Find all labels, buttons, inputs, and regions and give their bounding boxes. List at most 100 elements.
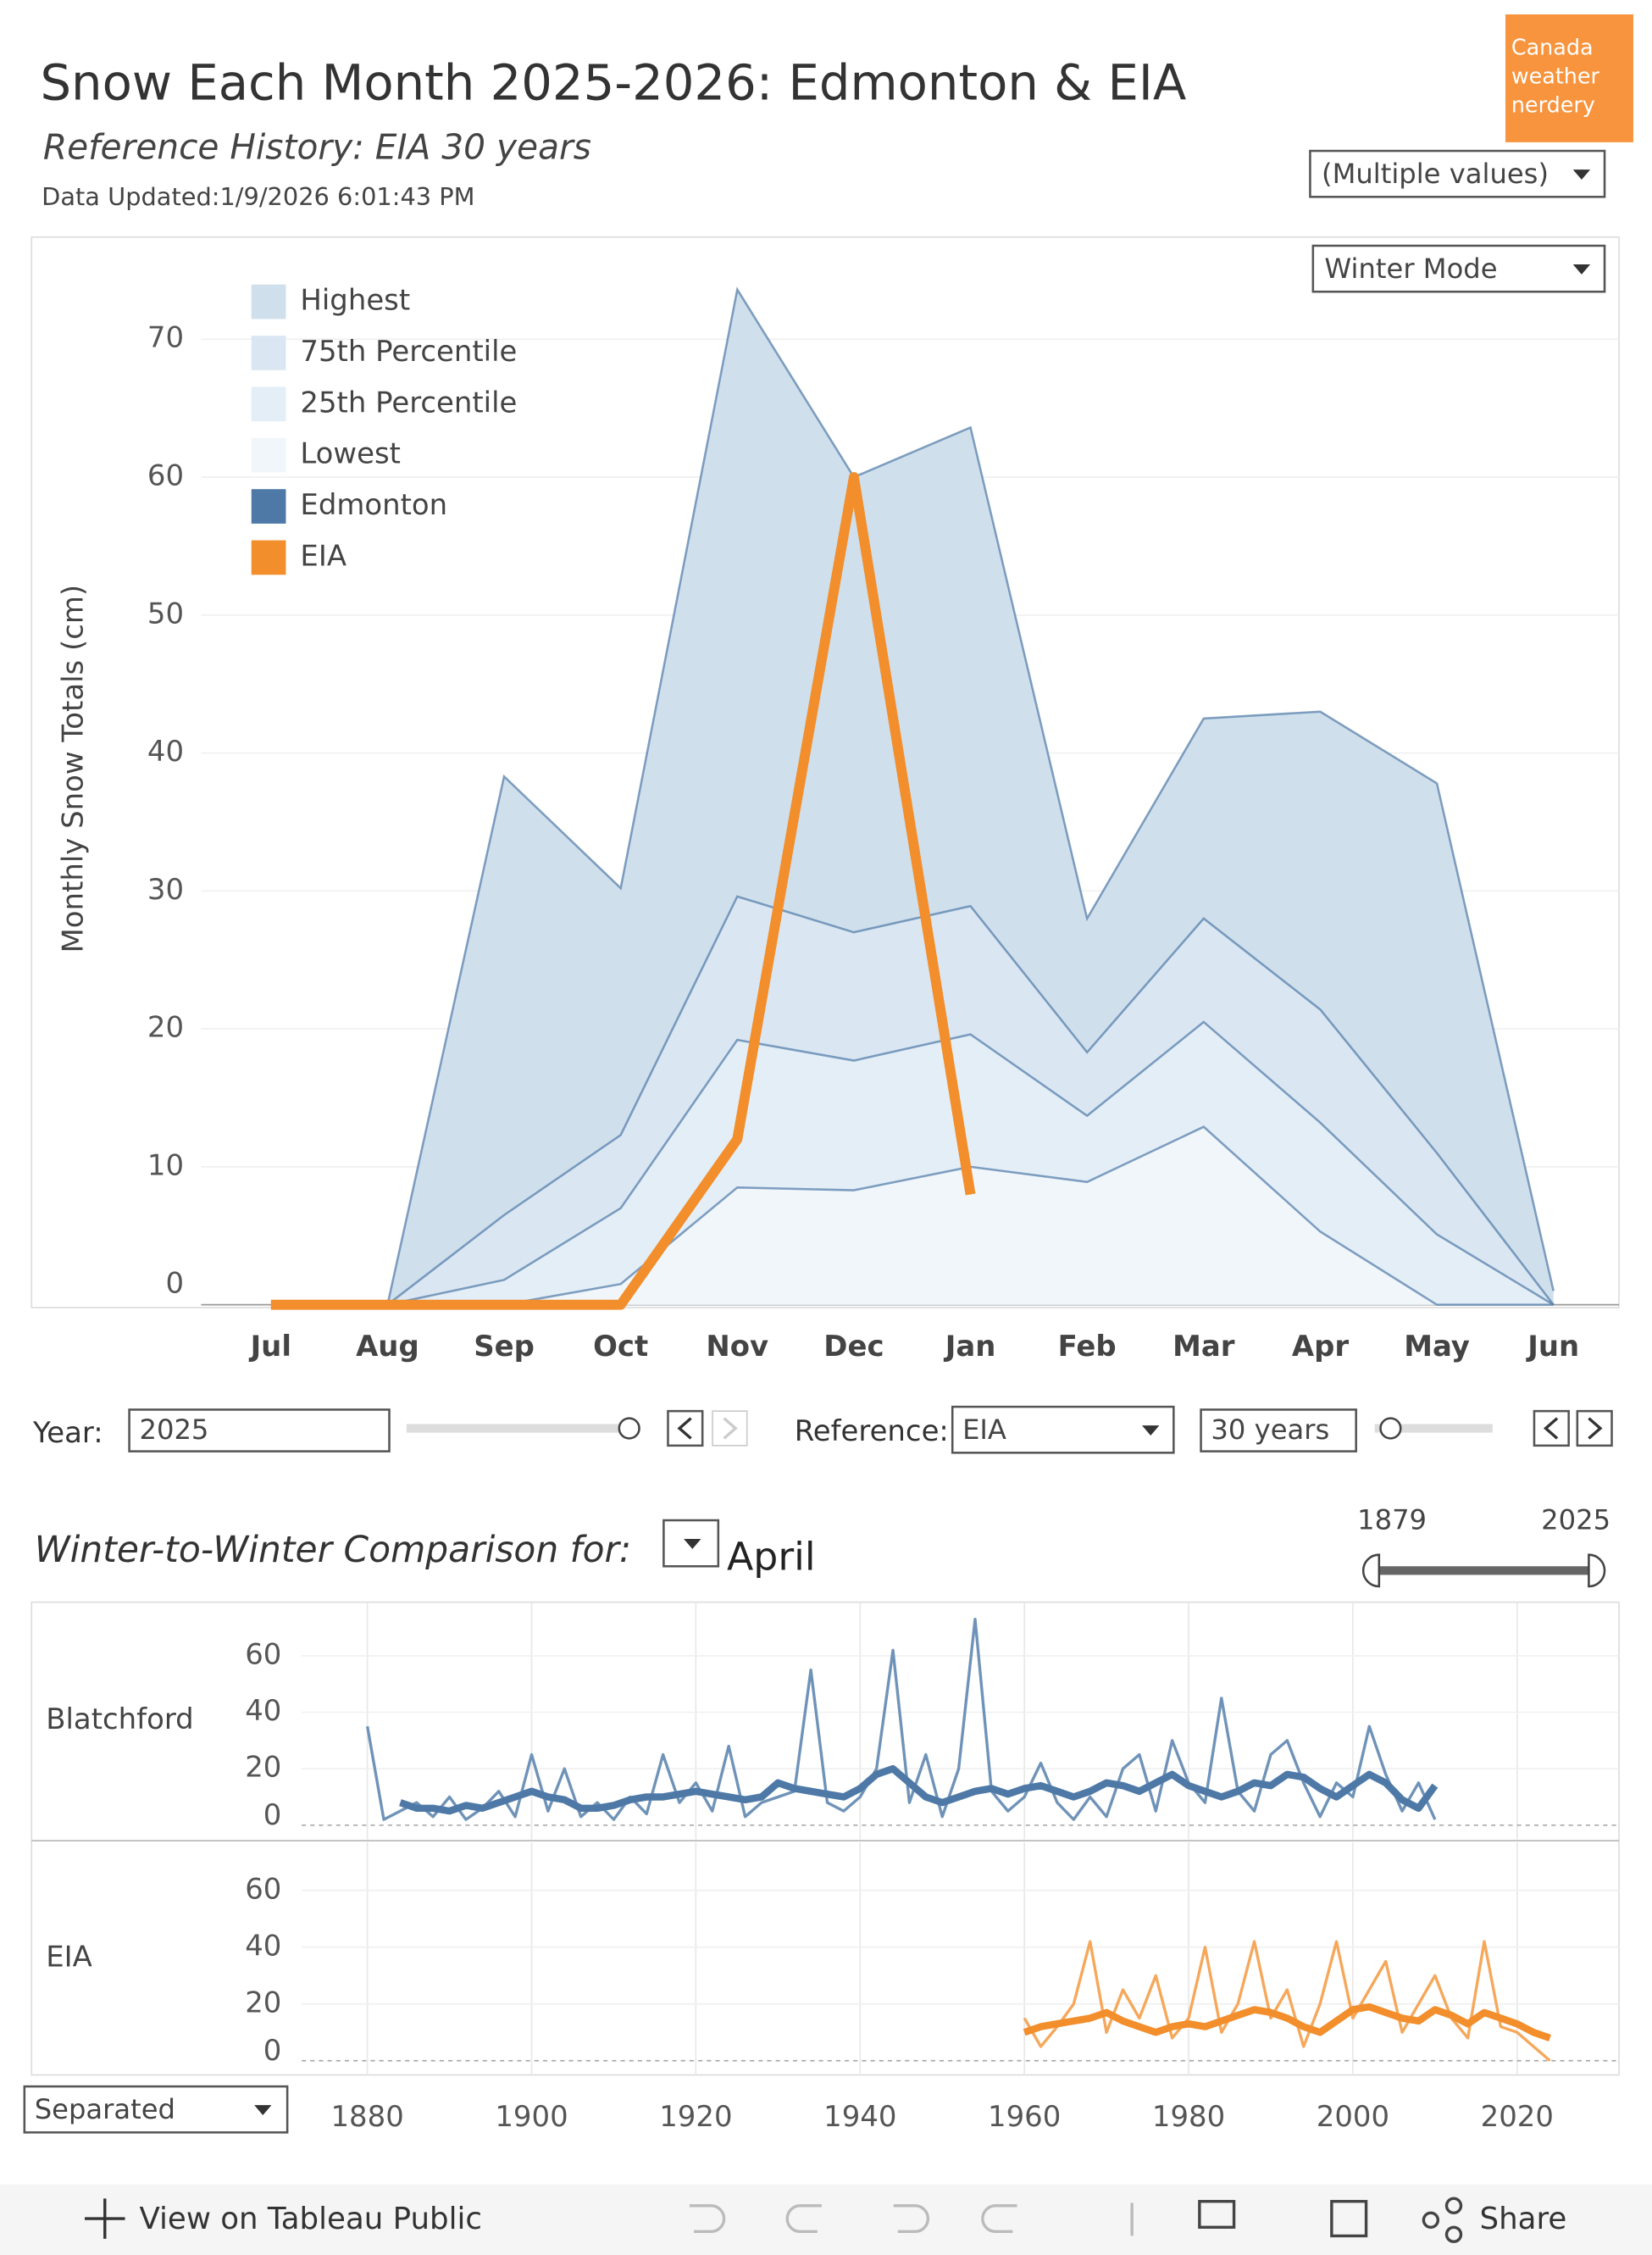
y-tick-label: 10 <box>147 1148 184 1181</box>
main-chart: 0 10 20 30 40 50 60 70 Jul Aug Sep Oct Nov Dec Jan Feb M… <box>57 284 1619 1363</box>
filter-value: (Multiple values) <box>1322 158 1549 190</box>
mode-value: Winter Mode <box>1324 253 1497 285</box>
x-tick-label: 2000 <box>1317 2100 1389 2133</box>
x-tick-label: Jul <box>249 1330 291 1363</box>
reference-dropdown[interactable]: EIA <box>951 1405 1175 1454</box>
plot-frame <box>30 236 1620 1308</box>
slider-knob[interactable] <box>1379 1417 1402 1440</box>
row-label: EIA <box>46 1941 92 1974</box>
band-outline <box>387 1020 1555 1306</box>
share-button[interactable]: Share <box>1480 2202 1567 2236</box>
y-tick-label: 0 <box>263 2034 282 2067</box>
x-tick-label: 1880 <box>330 2100 403 2133</box>
y-tick-label: 60 <box>245 1872 281 1905</box>
year-value: 2025 <box>139 1414 208 1446</box>
filter-dropdown[interactable]: (Multiple values) <box>1309 149 1606 198</box>
y-tick-label: 30 <box>147 873 184 906</box>
x-tick-label: Aug <box>356 1330 419 1363</box>
legend-label: Edmonton <box>300 488 447 521</box>
comparison-title: Winter-to-Winter Comparison for: <box>35 1529 632 1570</box>
reference-label: Reference: <box>795 1414 949 1447</box>
x-tick-label: 2020 <box>1481 2100 1554 2133</box>
y-tick-label: 40 <box>245 1929 281 1962</box>
tableau-icon <box>85 2198 125 2239</box>
toolbar-icons[interactable] <box>1198 2197 1463 2243</box>
row-label: Blatchford <box>46 1702 193 1736</box>
month-value: April <box>727 1534 816 1579</box>
updated: Data Updated:1/9/2026 6:01:43 PM <box>42 182 474 211</box>
layout-value: Separated <box>35 2093 175 2125</box>
title: Snow Each Month 2025-2026: Edmonton & EI… <box>40 53 1186 111</box>
logo[interactable] <box>1505 14 1633 142</box>
line <box>365 1617 1437 1821</box>
range-slider[interactable] <box>1361 1553 1606 1588</box>
year-slider[interactable] <box>406 1424 629 1433</box>
span-slider[interactable] <box>1374 1424 1493 1433</box>
logo-text: weather <box>1511 64 1600 89</box>
legend-swatch <box>251 336 286 370</box>
y-tick-label: 70 <box>147 321 184 354</box>
legend-swatch <box>251 540 286 575</box>
y-axis-label: Monthly Snow Totals (cm) <box>57 585 90 953</box>
toolbar-icons <box>689 2202 1134 2236</box>
reference-value: EIA <box>962 1414 1006 1446</box>
legend-label: 25th Percentile <box>300 386 517 419</box>
x-tick-label: Oct <box>593 1330 648 1363</box>
footer <box>0 2184 1652 2255</box>
y-tick-label: 20 <box>147 1011 184 1044</box>
slider-knob[interactable] <box>618 1417 640 1440</box>
year-label: Year: <box>32 1416 103 1449</box>
y-tick-label: 0 <box>263 1798 282 1831</box>
x-tick-label: 1980 <box>1152 2100 1225 2133</box>
legend-swatch <box>251 284 286 319</box>
x-tick-label: May <box>1404 1330 1470 1363</box>
y-tick-label: 60 <box>245 1637 281 1670</box>
x-tick-label: 1960 <box>988 2100 1061 2133</box>
logo-text: nerdery <box>1511 92 1595 117</box>
band-outline <box>386 895 1555 1306</box>
x-tick-label: Feb <box>1058 1330 1117 1363</box>
y-tick-label: 0 <box>165 1266 184 1299</box>
legend-label: Lowest <box>300 437 401 470</box>
next-button[interactable] <box>1576 1409 1613 1447</box>
y-tick-label: 60 <box>147 459 184 492</box>
legend-label: EIA <box>300 539 346 572</box>
layout-dropdown[interactable]: Separated <box>23 2085 289 2134</box>
y-tick-label: 20 <box>245 1751 281 1784</box>
legend-label: 75th Percentile <box>300 335 517 368</box>
comparison-chart: 0 20 40 60 Blatchford 0 20 40 60 EIA 1880 1900 1920 1… <box>30 1601 1620 2133</box>
legend-label: Highest <box>300 284 410 317</box>
x-tick-label: Jan <box>944 1330 996 1363</box>
y-tick-label: 50 <box>147 597 184 630</box>
view-link[interactable]: View on Tableau Public <box>139 2202 481 2236</box>
legend-swatch <box>251 437 286 473</box>
range-start: 1879 <box>1357 1504 1427 1536</box>
logo-text: Canada <box>1511 35 1594 60</box>
line <box>1023 2002 1551 2041</box>
line <box>399 1764 1439 1815</box>
legend-swatch <box>251 489 286 524</box>
month-dropdown[interactable] <box>662 1519 720 1568</box>
x-tick-label: 1940 <box>823 2100 896 2133</box>
prev-button[interactable] <box>1533 1409 1570 1447</box>
y-tick-label: 40 <box>245 1694 281 1727</box>
x-tick-label: 1900 <box>495 2100 568 2133</box>
band-area <box>387 1126 1554 1305</box>
subtitle: Reference History: EIA 30 years <box>43 126 591 167</box>
x-tick-label: Apr <box>1292 1330 1350 1363</box>
year-input[interactable]: 2025 <box>128 1408 391 1452</box>
x-tick-label: Jun <box>1526 1330 1579 1363</box>
x-tick-label: Mar <box>1172 1330 1235 1363</box>
prev-button[interactable] <box>667 1409 704 1447</box>
line <box>1023 1940 1551 2063</box>
y-tick-label: 40 <box>147 735 184 768</box>
legend-swatch <box>251 386 286 422</box>
x-tick-label: Nov <box>706 1330 768 1363</box>
x-tick-label: 1920 <box>659 2100 732 2133</box>
y-tick-label: 20 <box>245 1986 281 2019</box>
next-button[interactable] <box>712 1410 748 1447</box>
span-input[interactable]: 30 years <box>1200 1408 1357 1452</box>
line <box>270 472 976 1310</box>
mode-dropdown[interactable]: Winter Mode <box>1311 244 1606 293</box>
